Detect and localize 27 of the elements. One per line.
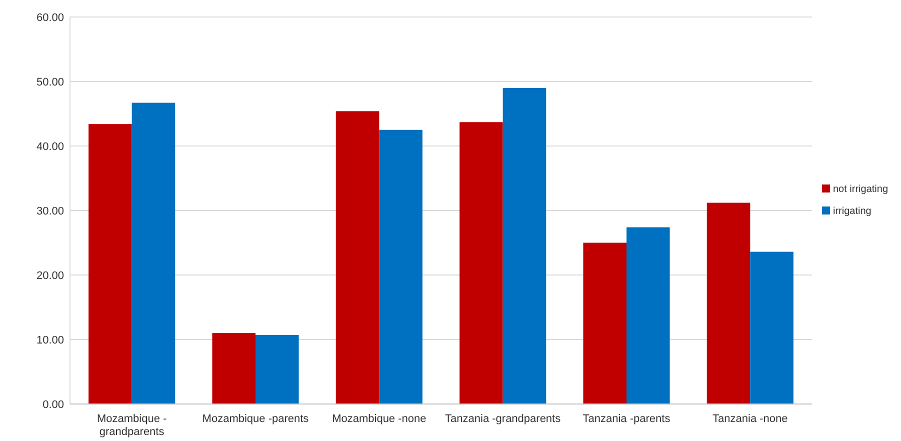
bar [212, 333, 256, 404]
bar [706, 202, 750, 404]
y-tick-label: 10.00 [36, 334, 64, 346]
bar [626, 227, 670, 404]
x-tick-label: Mozambique - grandparents [96, 413, 168, 438]
y-tick-label: 30.00 [36, 205, 64, 218]
x-tick-label: Mozambique -parents [202, 413, 310, 425]
x-tick-label: Tanzania -grandparents [445, 413, 562, 425]
bar [88, 124, 132, 404]
y-tick-label: 50.00 [36, 76, 64, 88]
bar [336, 111, 380, 404]
x-tick-label: Tanzania -parents [582, 413, 671, 425]
legend-label: not irrigating [833, 184, 888, 195]
bar [750, 252, 794, 404]
legend-label: irrigating [833, 206, 872, 217]
bar [256, 334, 299, 404]
y-tick-label: 20.00 [36, 270, 64, 282]
y-tick-label: 0.00 [42, 398, 64, 411]
x-tick-label: Mozambique -none [332, 413, 426, 425]
bar [460, 122, 503, 404]
y-tick-label: 60.00 [36, 12, 64, 24]
bar [502, 88, 546, 404]
bar [379, 130, 422, 404]
x-tick-label: Tanzania -none [712, 413, 788, 425]
y-tick-label: 40.00 [36, 140, 64, 153]
bar [583, 242, 626, 404]
bar [132, 102, 176, 404]
